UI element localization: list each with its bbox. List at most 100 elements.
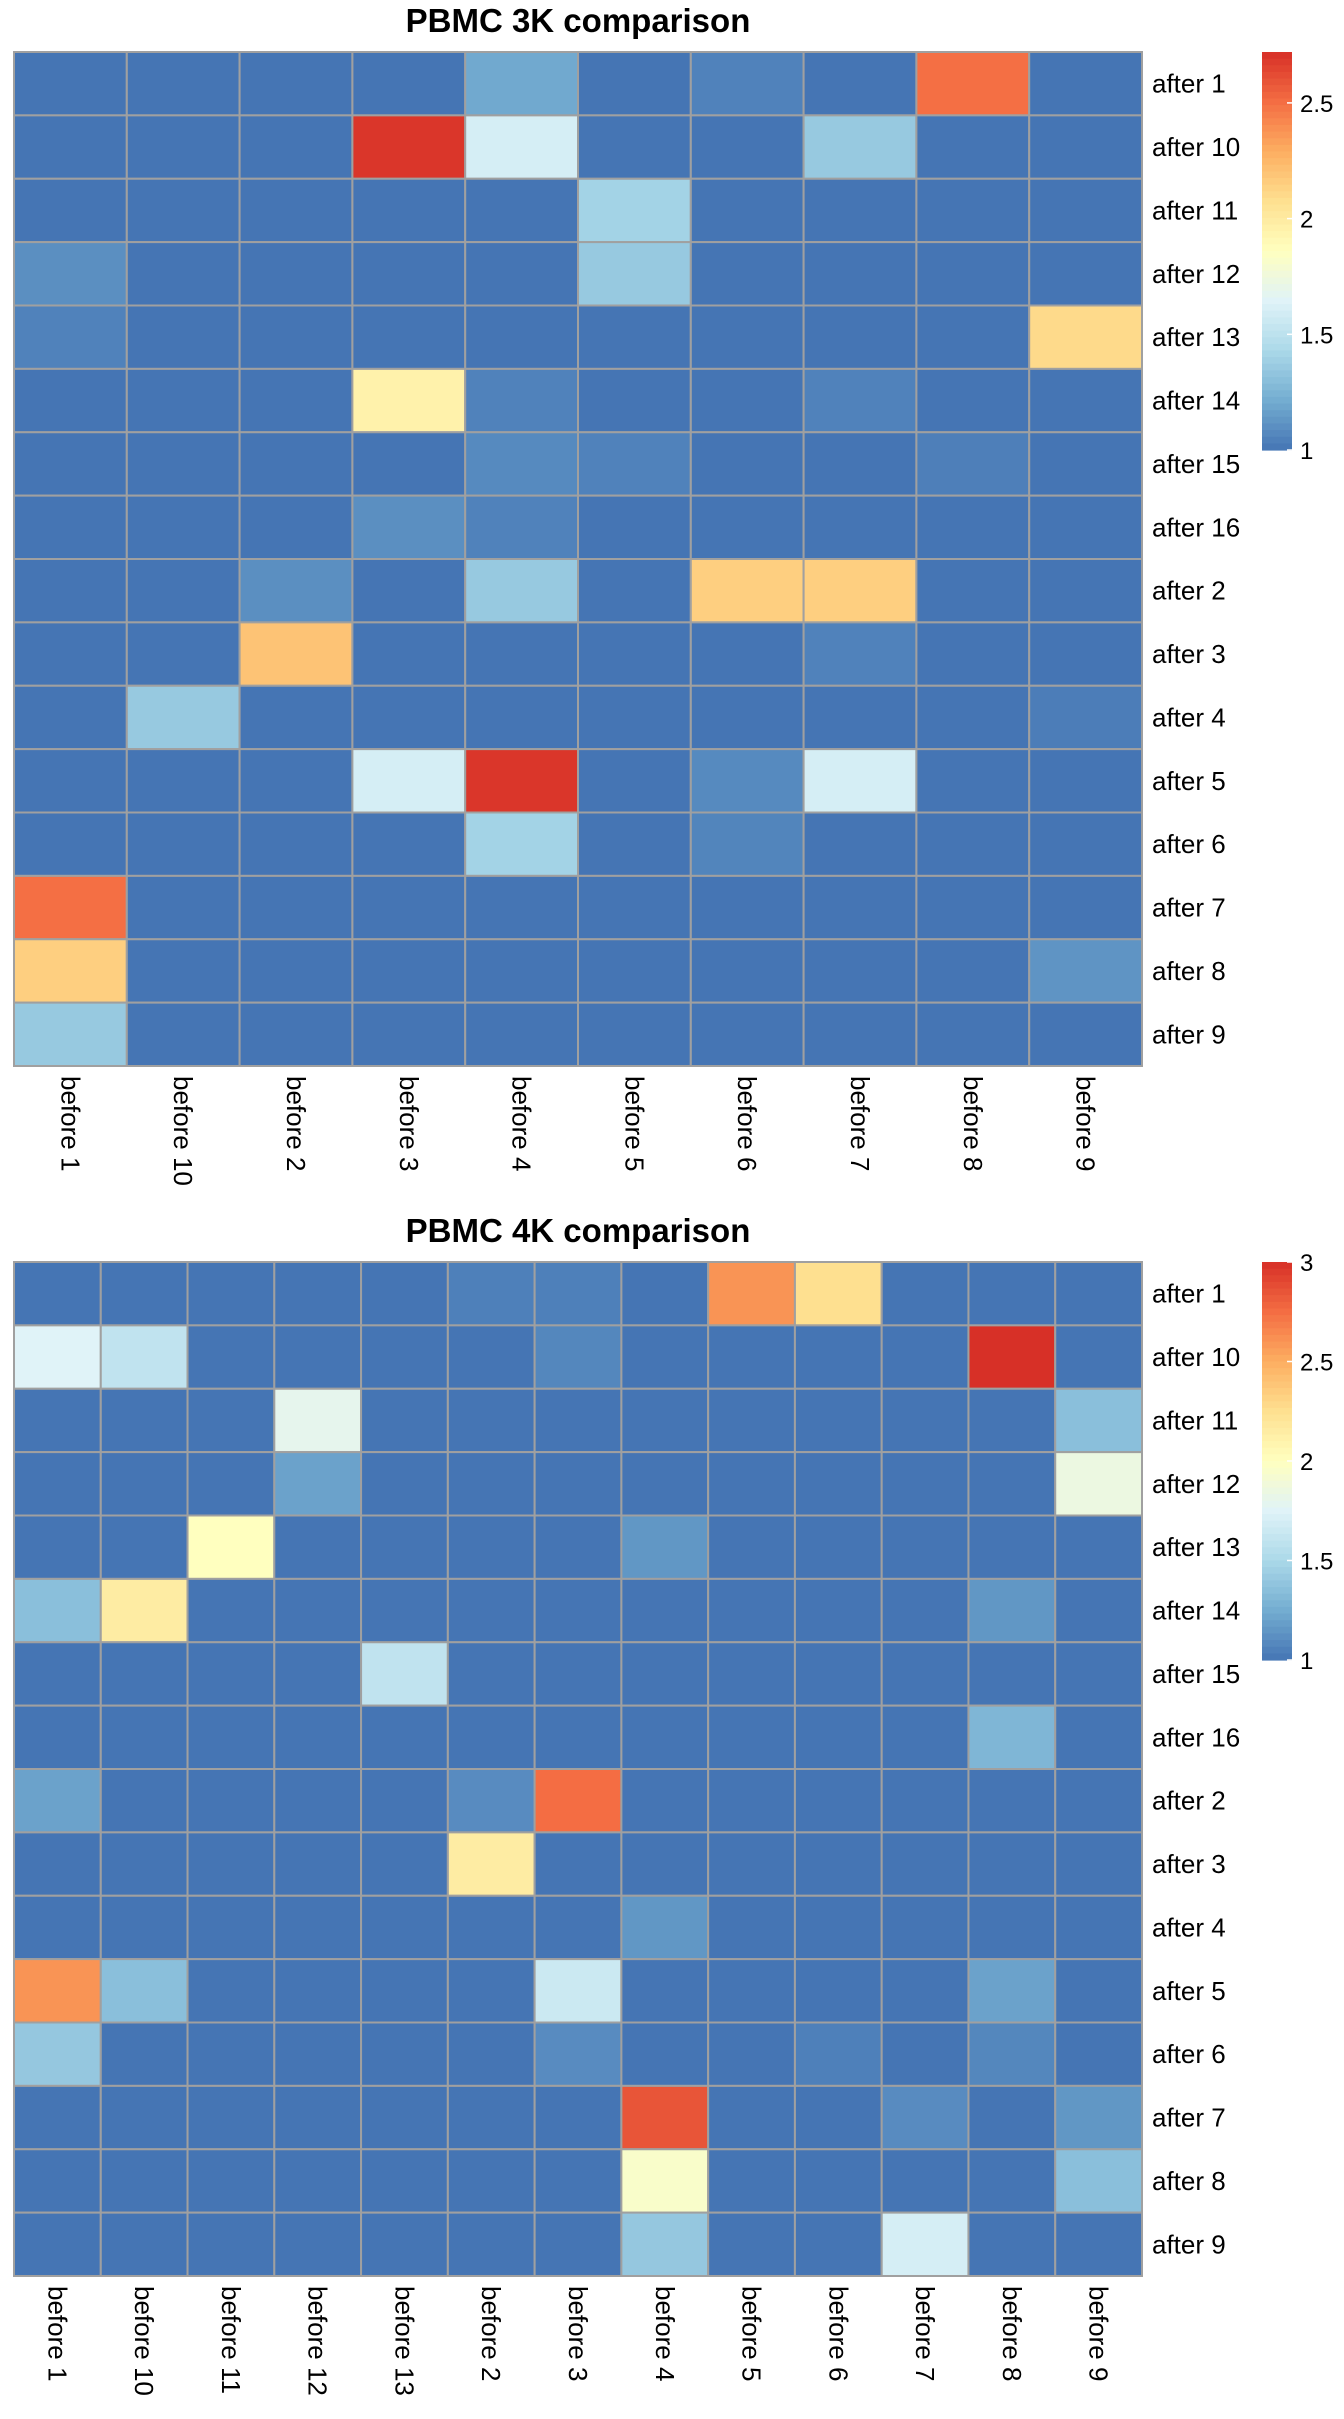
legend-tick-label: 1: [1300, 1648, 1313, 1675]
column-label: before 13: [389, 2286, 419, 2396]
legend-swatch: [1262, 1401, 1292, 1409]
heatmap-cell: [13, 1768, 102, 1834]
legend-swatch: [1262, 317, 1292, 325]
heatmap-cell: [13, 1577, 102, 1644]
heatmap-cell: [802, 431, 918, 497]
heatmap-cell: [707, 1514, 796, 1580]
heatmap-cell: [793, 1451, 883, 1517]
column-label: before 7: [910, 2286, 940, 2381]
legend-swatch: [1262, 171, 1292, 179]
heatmap-cell: [1028, 431, 1143, 497]
color-legend: 1 1.5 2 2.5: [1262, 52, 1333, 465]
legend-swatch: [1262, 357, 1292, 365]
heatmap-cell: [915, 51, 1031, 117]
heatmap-cell: [446, 2211, 536, 2277]
column-label: before 8: [958, 1076, 988, 1171]
legend-swatch: [1262, 1533, 1292, 1542]
heatmap-cell: [915, 431, 1031, 497]
legend-swatch: [1262, 443, 1292, 451]
heatmap-cell: [99, 1387, 189, 1454]
legend-swatch: [1262, 390, 1292, 398]
legend-swatch: [1262, 1560, 1292, 1568]
heatmap-cell: [99, 2084, 189, 2151]
heatmap-cell: [13, 874, 128, 941]
heatmap-cell: [446, 2084, 536, 2151]
heatmap-cell: [99, 1831, 189, 1897]
heatmap-cell: [707, 1831, 796, 1897]
heatmap-cell: [125, 367, 241, 434]
heatmap-cell: [793, 1387, 883, 1454]
heatmap-cell: [360, 1704, 449, 1770]
row-label: after 16: [1152, 512, 1240, 542]
heatmap-cell: [99, 1261, 189, 1327]
heatmap-cell: [802, 684, 918, 751]
heatmap-cell: [533, 1514, 623, 1580]
column-label: before 4: [507, 1076, 537, 1171]
heatmap-cell: [533, 1704, 623, 1770]
heatmap-cell: [620, 1387, 710, 1454]
legend-swatch: [1262, 290, 1292, 299]
legend-swatch: [1262, 1606, 1292, 1615]
column-label: before 6: [732, 1076, 762, 1171]
heatmap-cell: [1028, 177, 1143, 244]
legend-swatch: [1262, 211, 1292, 219]
heatmap-cell: [577, 367, 692, 434]
heatmap-cell: [446, 1958, 536, 2024]
legend-swatch: [1262, 323, 1292, 332]
heatmap-cell: [707, 1261, 796, 1327]
heatmap-cell: [689, 51, 805, 117]
heatmap-cell: [125, 811, 241, 877]
legend-tick-label: 2: [1300, 1449, 1313, 1476]
row-label: after 1: [1152, 1279, 1226, 1309]
heatmap-cell: [689, 114, 805, 180]
legend-swatch: [1262, 423, 1292, 431]
heatmap-cell: [620, 2021, 710, 2087]
heatmap-cell: [186, 1451, 276, 1517]
heatmap-cell: [238, 621, 354, 687]
heatmap-cell: [360, 1261, 449, 1327]
row-label: after 5: [1152, 766, 1226, 796]
heatmap-cell: [1028, 304, 1143, 370]
legend-swatch: [1262, 1620, 1292, 1628]
legend-swatch: [1262, 1268, 1292, 1276]
heatmap-cell: [464, 621, 580, 687]
legend-swatch: [1262, 224, 1292, 232]
heatmap-cell: [351, 558, 467, 624]
heatmap-cell: [464, 367, 580, 434]
heatmap-cell: [533, 1641, 623, 1707]
legend-swatch: [1262, 1301, 1292, 1310]
heatmap-cell: [1054, 1514, 1143, 1580]
heatmap-cell: [967, 1577, 1057, 1644]
heatmap-cell: [13, 1451, 102, 1517]
heatmap-cell: [446, 1894, 536, 1961]
legend-swatch: [1262, 1480, 1292, 1489]
heatmap-cell: [577, 494, 692, 560]
heatmap-cell: [1028, 241, 1143, 307]
heatmap-cell: [99, 1704, 189, 1770]
heatmap-cell: [793, 1768, 883, 1834]
legend-tick-label: 3: [1300, 1250, 1313, 1277]
heatmap-cell: [802, 874, 918, 941]
heatmap-cell: [915, 241, 1031, 307]
legend-tick-label: 2.5: [1300, 1350, 1333, 1377]
heatmap-cell: [1054, 2211, 1143, 2277]
heatmap-cell: [802, 621, 918, 687]
heatmap-cell: [273, 1641, 363, 1707]
legend-swatch: [1262, 1613, 1292, 1621]
heatmap-cell: [446, 2021, 536, 2087]
heatmap-cell: [360, 1831, 449, 1897]
legend-swatch: [1262, 310, 1292, 318]
row-label: after 12: [1152, 1469, 1240, 1499]
heatmap-cell: [446, 1387, 536, 1454]
heatmap-cell: [967, 1324, 1057, 1390]
heatmap-cell: [793, 1261, 883, 1327]
heatmap-cell: [13, 1704, 102, 1770]
legend-swatch: [1262, 1275, 1292, 1283]
heatmap-cell: [707, 1958, 796, 2024]
heatmap-cell: [1028, 811, 1143, 877]
heatmap-cell: [689, 304, 805, 370]
heatmap-cell: [273, 1831, 363, 1897]
heatmap-cell: [802, 558, 918, 624]
heatmap-cell: [238, 1001, 354, 1067]
